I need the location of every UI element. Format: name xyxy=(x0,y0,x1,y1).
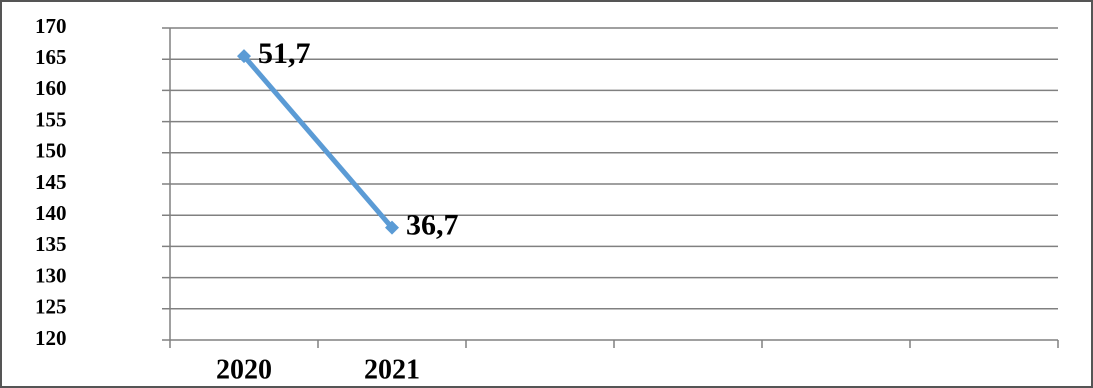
y-tick-label: 160 xyxy=(35,76,67,100)
y-tick-label: 140 xyxy=(35,201,67,225)
y-tick-label: 145 xyxy=(35,170,67,194)
y-tick-label: 155 xyxy=(35,107,67,131)
y-tick-label: 170 xyxy=(35,14,67,38)
x-tick-label: 2020 xyxy=(216,354,272,385)
line xyxy=(242,54,394,230)
y-tick-label: 120 xyxy=(35,326,67,350)
marker xyxy=(237,49,251,64)
y-tick-label: 150 xyxy=(35,139,67,163)
x-tick-label: 2021 xyxy=(364,354,420,385)
y-tick-label: 135 xyxy=(35,232,67,256)
y-tick-label: 125 xyxy=(35,295,67,319)
data-label: 36,7 xyxy=(406,209,459,242)
y-tick-label: 165 xyxy=(35,45,67,69)
marker xyxy=(385,220,399,235)
y-tick-label: 130 xyxy=(35,263,67,287)
data-label: 51,7 xyxy=(258,37,311,70)
